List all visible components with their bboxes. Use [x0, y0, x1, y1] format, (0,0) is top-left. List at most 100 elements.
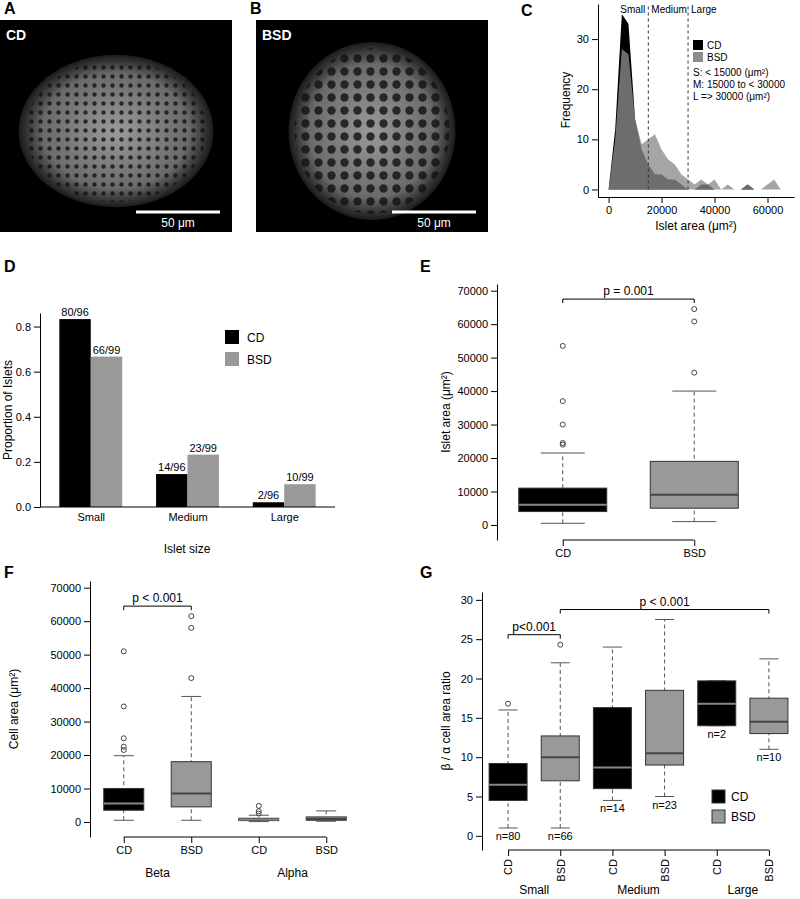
tick: CD — [251, 837, 267, 856]
data-label: 23/99 — [189, 442, 217, 454]
tick-label: 10 — [577, 133, 589, 145]
legend: CDBSD — [712, 790, 756, 824]
tick: 0.6 — [16, 366, 40, 378]
threshold-line — [648, 4, 649, 189]
tick-label: Large — [271, 511, 299, 523]
significance-bracket — [560, 610, 769, 614]
tick: BSD — [763, 850, 775, 882]
image-label: BSD — [262, 27, 292, 43]
tick-mark — [491, 291, 497, 292]
legend: CDBSDS: < 15000 (μm²)M: 15000 to < 30000… — [693, 40, 785, 102]
tick-mark — [491, 358, 497, 359]
whisker-cap — [249, 821, 269, 822]
data-label: 66/99 — [93, 344, 121, 356]
tick: 10 — [577, 133, 598, 145]
tick-label: Medium — [168, 511, 207, 523]
tick-mark — [34, 507, 40, 508]
tick: 20 — [461, 673, 482, 685]
tick-mark — [476, 757, 482, 758]
tick-mark — [592, 89, 598, 90]
box-group — [650, 307, 738, 522]
tick: 0.8 — [16, 321, 40, 333]
x-axis-label: Islet area (μm²) — [655, 219, 737, 233]
box-group — [593, 647, 631, 800]
y-axis: 0.00.20.40.60.8 — [16, 314, 41, 514]
legend-swatch — [225, 330, 239, 344]
tick: 40000 — [50, 682, 90, 694]
outlier — [560, 440, 565, 445]
box — [104, 788, 144, 810]
n-label: n=2 — [707, 728, 726, 740]
outlier — [692, 307, 697, 312]
n-label: n=66 — [548, 830, 573, 842]
plot-area — [104, 614, 347, 822]
outlier — [256, 809, 261, 814]
box — [239, 818, 279, 820]
tick-label: 10000 — [50, 782, 81, 794]
outlier — [121, 649, 126, 654]
group-label: Large — [727, 883, 758, 897]
tick: 50000 — [457, 352, 497, 364]
tick-label: 0 — [467, 830, 473, 842]
whisker-cap — [655, 619, 674, 620]
whisker-cap — [499, 827, 518, 828]
tick: 50000 — [50, 649, 90, 661]
whisker-cap — [759, 658, 778, 659]
whisker-cap — [114, 820, 134, 821]
median — [698, 703, 736, 705]
box-group — [646, 620, 684, 797]
tick-label: 60000 — [457, 318, 488, 330]
x-axis: CDBSD — [555, 540, 706, 559]
n-label: n=10 — [757, 751, 782, 763]
x-axis: Small Medium Large — [40, 507, 335, 523]
outlier — [256, 803, 261, 808]
axis-line — [90, 582, 91, 838]
tick-mark — [84, 688, 90, 689]
tick-label: 25 — [461, 633, 473, 645]
tick: BSD — [555, 850, 567, 882]
tick-mark — [491, 425, 497, 426]
legend-swatch — [693, 40, 703, 50]
area-series — [609, 49, 781, 189]
plot-area — [489, 620, 788, 828]
tick: CD — [711, 850, 723, 875]
whisker-cap — [603, 647, 622, 648]
tick-label: BSD — [315, 844, 338, 856]
scale-bar-label: 50 μm — [161, 216, 195, 230]
tick-label: CD — [555, 547, 571, 559]
tick-mark — [491, 324, 497, 325]
tick-label: 40000 — [700, 204, 731, 216]
tick-label: 50000 — [50, 649, 81, 661]
tick-label: 30000 — [50, 716, 81, 728]
whisker-cap — [181, 820, 201, 821]
tick-label: 0.0 — [16, 501, 31, 513]
whisker-cap — [551, 662, 570, 663]
figure: ACD50 μmBBSD50 μmC0200004000060000010203… — [0, 0, 800, 899]
box-group — [519, 343, 607, 523]
tick-mark — [592, 39, 598, 40]
tick-mark — [84, 655, 90, 656]
median — [239, 819, 279, 821]
box — [519, 488, 607, 511]
tick-mark — [592, 189, 598, 190]
tick-label: CD — [607, 859, 619, 875]
tick-label: 10 — [461, 751, 473, 763]
tick-mark — [34, 327, 40, 328]
micrograph: CD50 μm — [0, 20, 232, 232]
significance-label: p<0.001 — [512, 620, 556, 634]
tick-mark — [84, 788, 90, 789]
tick-mark — [609, 197, 610, 203]
axis-line — [40, 507, 335, 508]
box-group — [239, 803, 279, 821]
micrograph: BSD50 μm — [256, 20, 488, 232]
whisker-cap — [316, 821, 336, 822]
tick-label: 20 — [577, 83, 589, 95]
legend-swatch — [225, 352, 239, 366]
tick-mark — [592, 139, 598, 140]
panel-label: F — [4, 564, 14, 581]
box — [593, 708, 631, 789]
threshold-line — [688, 4, 689, 189]
box-group — [489, 701, 527, 828]
tick: CD — [607, 850, 619, 875]
tick-label: Small — [78, 511, 106, 523]
